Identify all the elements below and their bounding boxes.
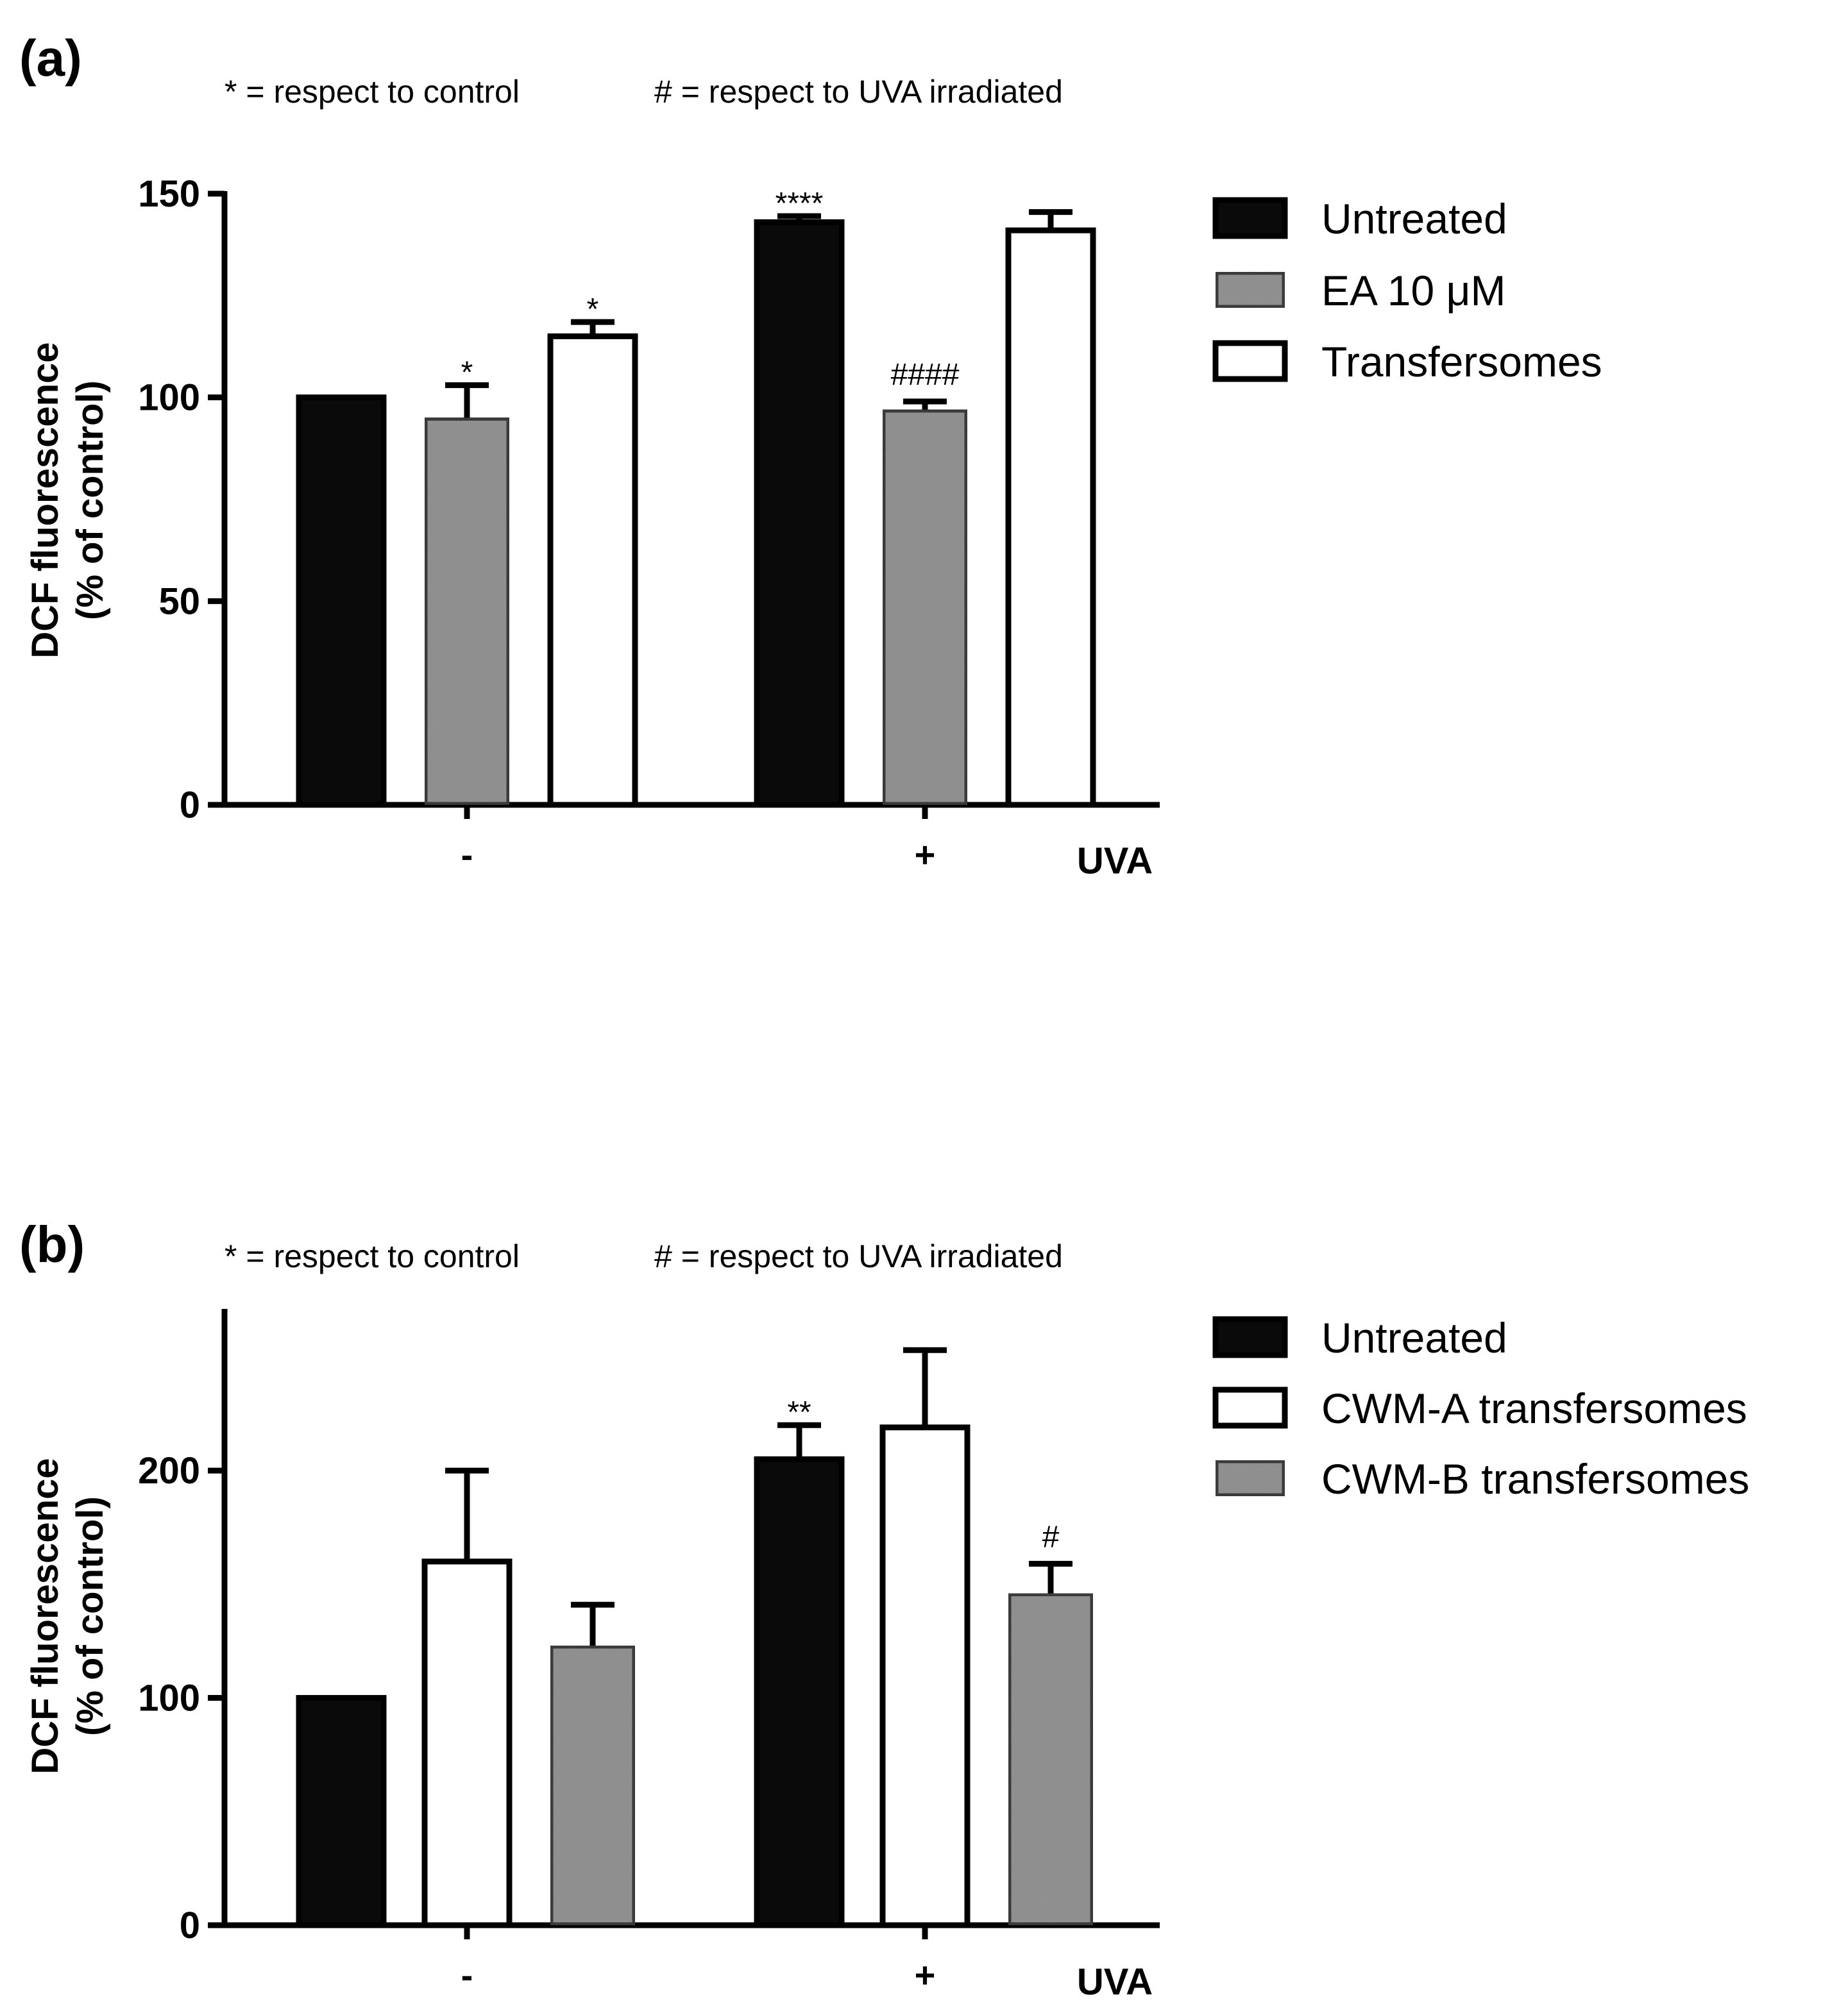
significance-note-control: * = respect to control [225,1238,520,1274]
y-tick-label: 150 [138,173,200,215]
panel-label: (b) [19,1216,85,1273]
legend-label: CWM-B transfersomes [1321,1455,1749,1503]
significance-marker: #### [891,358,960,392]
chart-panel-b: (b) * = respect to control # = respect t… [19,1216,1749,2003]
y-tick-label: 50 [158,580,200,622]
y-tick-label: 0 [180,784,200,826]
legend-label: EA 10 μM [1321,267,1506,314]
y-axis-label-line1: DCF fluorescence [24,1458,66,1774]
bar [879,407,971,808]
y-axis-label: DCF fluorescence (% of control) [24,342,111,658]
significance-note-uva: # = respect to UVA irradiated [654,74,1063,110]
bar [1005,1590,1096,1928]
significance-marker: * [461,356,473,390]
bar [296,1695,387,1928]
significance-note-control: * = respect to control [225,74,520,110]
bar [1005,227,1096,808]
bar [754,1456,845,1928]
legend-label: Untreated [1321,195,1507,242]
legend-swatch [1212,1457,1288,1499]
bar [547,333,638,808]
legend-swatch [1212,1387,1288,1429]
significance-marker: * [587,292,599,326]
legend-swatch [1212,1316,1288,1358]
y-axis-label-line1: DCF fluorescence [24,342,66,658]
plot-area: 0 50 100 150 * * - **** #### + [138,173,1160,875]
legend-label: Transfersomes [1321,338,1602,385]
significance-marker: ** [787,1395,811,1429]
significance-marker: # [1042,1520,1060,1554]
y-tick-label: 100 [138,1678,200,1719]
legend-swatch [1212,340,1288,382]
y-tick-label: 100 [138,377,200,419]
bar [754,219,845,808]
bar [547,1642,638,1928]
x-category-label: - [461,834,473,875]
bar [421,1558,513,1928]
legend-label: Untreated [1321,1314,1507,1362]
legend: Untreated EA 10 μM Transfersomes [1212,195,1602,385]
x-category-label: - [461,1955,473,1995]
y-axis-label-line2: (% of control) [69,1496,111,1736]
y-axis-label-line2: (% of control) [69,380,111,620]
legend: Untreated CWM-A transfersomes CWM-B transf… [1212,1314,1749,1503]
x-category-label: + [915,1955,936,1995]
y-tick-label: 0 [180,1905,200,1946]
y-tick-label: 200 [138,1450,200,1492]
x-axis-label: UVA [1077,1961,1153,2003]
bar [421,414,513,808]
legend-swatch [1212,269,1288,311]
legend-label: CWM-A transfersomes [1321,1385,1747,1432]
legend-swatch [1212,197,1288,239]
plot-area: 0 100 200 - ** # + [138,1309,1160,1995]
panel-label: (a) [19,30,82,87]
chart-panel-a: (a) * = respect to control # = respect t… [19,30,1602,882]
significance-note-uva: # = respect to UVA irradiated [654,1238,1063,1274]
x-axis-label: UVA [1077,840,1153,882]
y-axis-label: DCF fluorescence (% of control) [24,1458,111,1774]
x-category-label: + [915,834,936,875]
bar [296,394,387,808]
bar [879,1424,971,1928]
significance-marker: **** [776,187,824,221]
